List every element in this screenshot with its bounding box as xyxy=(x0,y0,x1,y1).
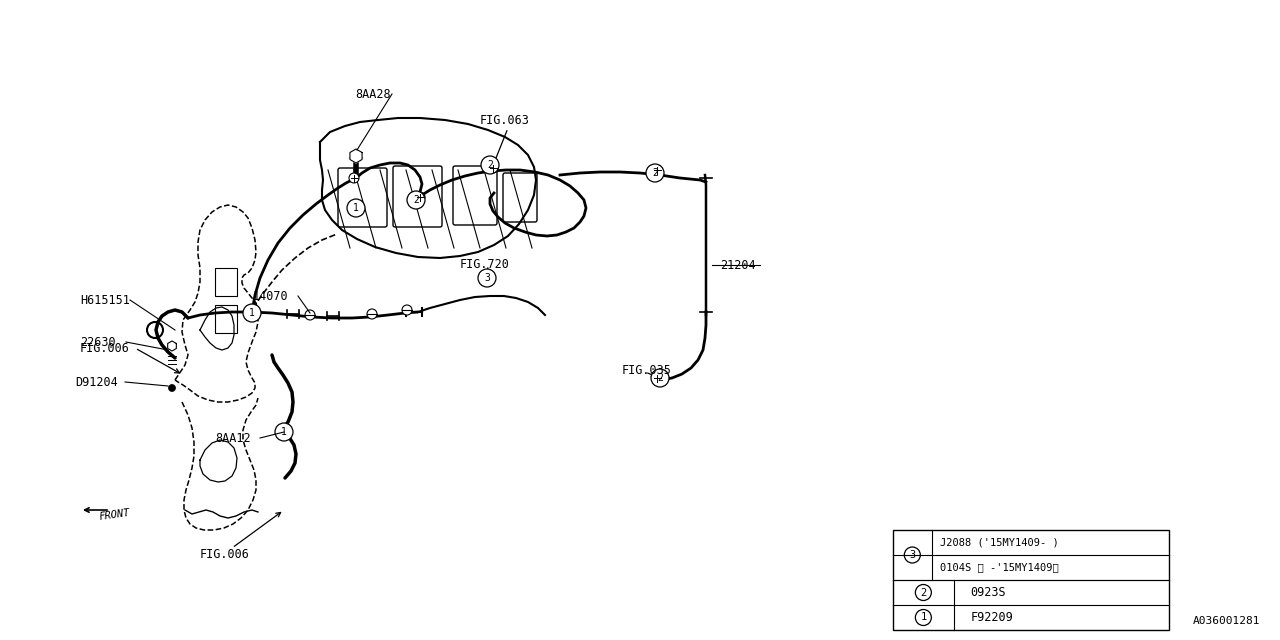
Text: 0923S: 0923S xyxy=(970,586,1006,599)
Text: 2: 2 xyxy=(652,168,658,178)
Text: 3: 3 xyxy=(484,273,490,283)
Text: 14070: 14070 xyxy=(253,289,288,303)
Circle shape xyxy=(275,423,293,441)
Text: FIG.035: FIG.035 xyxy=(622,364,672,376)
Text: 8AA12: 8AA12 xyxy=(215,431,251,445)
Text: 1: 1 xyxy=(353,203,358,213)
Text: 3: 3 xyxy=(909,550,915,560)
Circle shape xyxy=(407,191,425,209)
Text: 2: 2 xyxy=(488,160,493,170)
Text: 2: 2 xyxy=(657,373,663,383)
Text: 1: 1 xyxy=(920,612,927,623)
Text: 2: 2 xyxy=(920,588,927,598)
Text: F92209: F92209 xyxy=(970,611,1012,624)
Circle shape xyxy=(915,609,932,625)
Circle shape xyxy=(367,309,378,319)
Circle shape xyxy=(402,305,412,315)
Text: FRONT: FRONT xyxy=(99,508,131,522)
Text: H615151: H615151 xyxy=(81,294,129,307)
Text: 1: 1 xyxy=(282,427,287,437)
Circle shape xyxy=(169,385,175,392)
Bar xyxy=(893,530,1169,630)
Bar xyxy=(215,305,237,333)
Circle shape xyxy=(305,310,315,320)
Text: FIG.006: FIG.006 xyxy=(200,548,250,561)
Text: FIG.720: FIG.720 xyxy=(460,257,509,271)
Text: FIG.006: FIG.006 xyxy=(81,342,129,355)
Circle shape xyxy=(652,369,669,387)
Text: D91204: D91204 xyxy=(76,376,118,388)
Circle shape xyxy=(415,192,425,202)
Circle shape xyxy=(905,547,920,563)
Circle shape xyxy=(652,165,662,175)
Text: 1: 1 xyxy=(250,308,255,318)
Circle shape xyxy=(652,373,662,383)
Text: 0104S 〈 -'15MY1409〉: 0104S 〈 -'15MY1409〉 xyxy=(940,563,1059,573)
Circle shape xyxy=(646,164,664,182)
Circle shape xyxy=(243,304,261,322)
Text: 2: 2 xyxy=(413,195,419,205)
Bar xyxy=(215,268,237,296)
Polygon shape xyxy=(168,341,177,351)
Text: J2088 ('15MY1409- ): J2088 ('15MY1409- ) xyxy=(940,538,1059,547)
Circle shape xyxy=(347,199,365,217)
Polygon shape xyxy=(349,149,362,163)
Text: 22630: 22630 xyxy=(81,335,115,349)
Text: 21204: 21204 xyxy=(721,259,755,271)
Text: FIG.063: FIG.063 xyxy=(480,113,530,127)
Circle shape xyxy=(915,584,932,600)
Circle shape xyxy=(488,163,498,173)
Text: A036001281: A036001281 xyxy=(1193,616,1260,626)
Circle shape xyxy=(481,156,499,174)
Circle shape xyxy=(349,173,358,183)
Circle shape xyxy=(477,269,497,287)
Text: 8AA28: 8AA28 xyxy=(355,88,390,100)
